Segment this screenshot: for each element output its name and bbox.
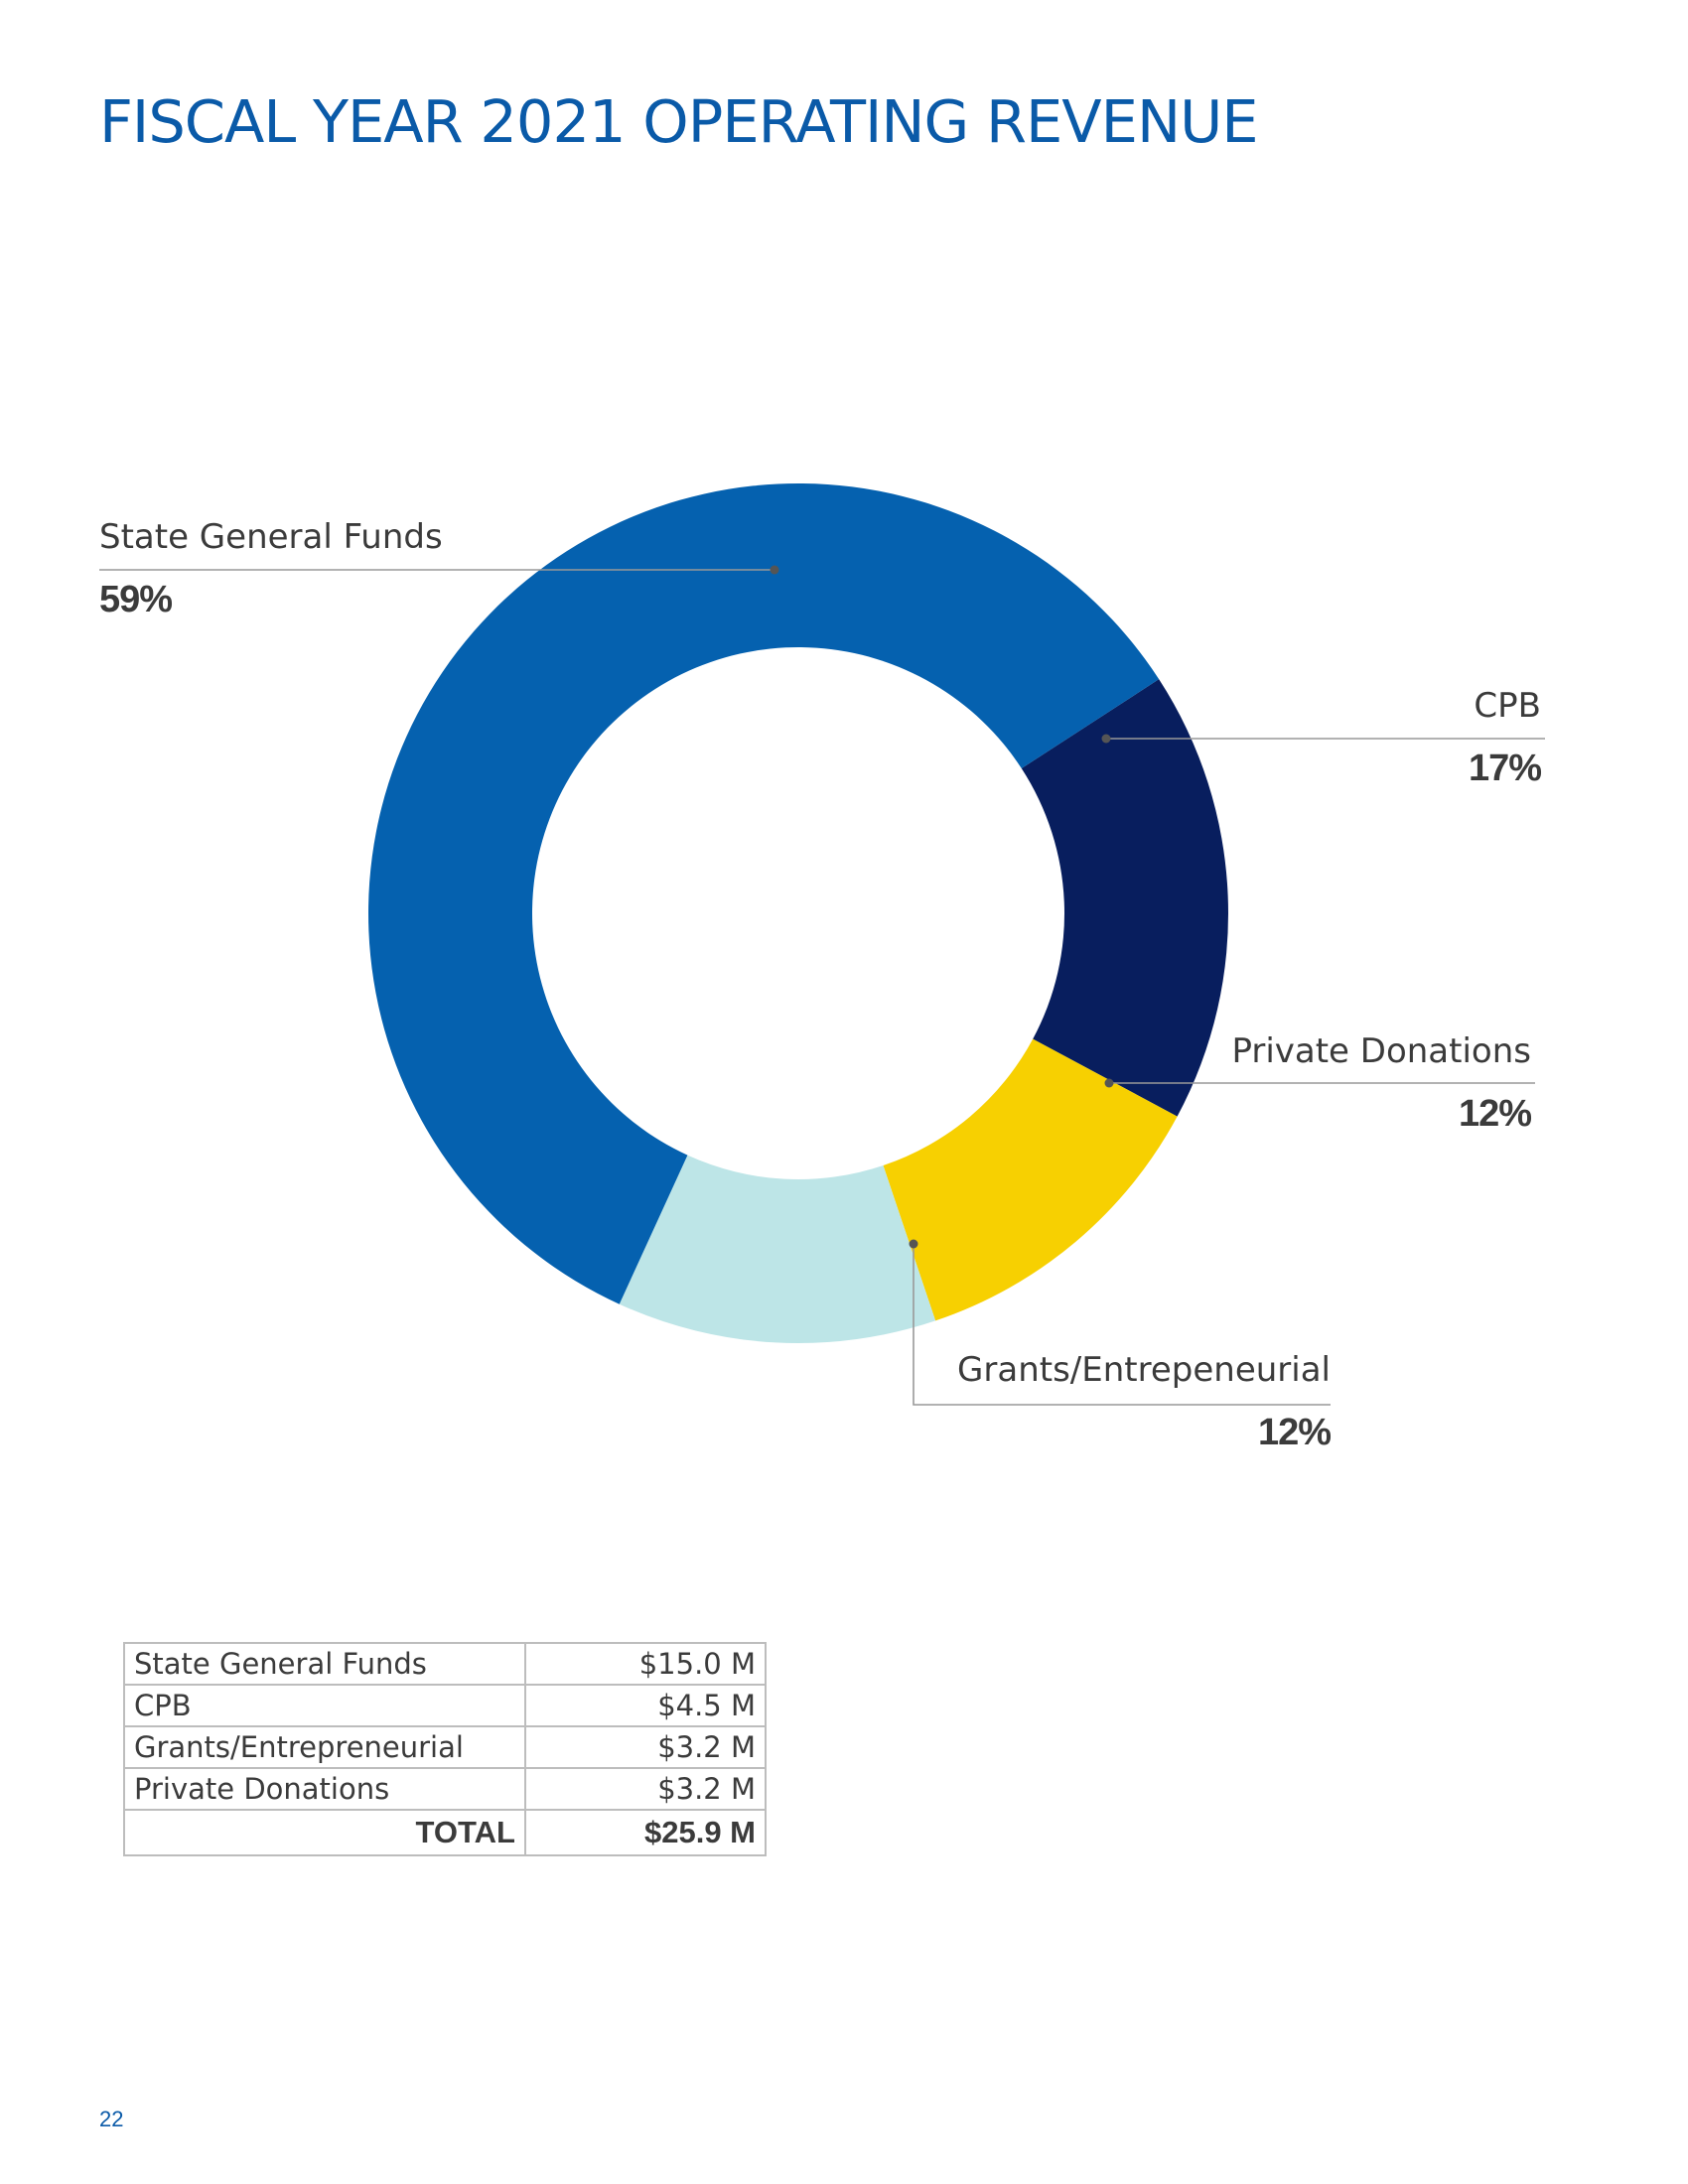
row-label: State General Funds: [123, 1642, 526, 1686]
revenue-donut-chart: State General Funds 59% CPB 17% Private Dona…: [99, 483, 1545, 1453]
label-state-general-funds: State General Funds: [99, 517, 443, 557]
slice-grants-entrepeneurial: [619, 1155, 936, 1343]
label-private-donations: Private Donations: [1231, 1031, 1531, 1071]
row-label: Private Donations: [123, 1767, 526, 1811]
label-grants-entrepeneurial: Grants/Entrepeneurial: [957, 1350, 1331, 1390]
leader-dot-private-donations: [1104, 1078, 1114, 1088]
leader-dot-state-general-funds: [770, 565, 779, 575]
label-cpb: CPB: [1474, 686, 1541, 726]
page-title: FISCAL YEAR 2021 OPERATING REVENUE: [99, 87, 1259, 156]
slice-state-general-funds: [368, 483, 1160, 1304]
leader-line-grants-entrepeneurial: [913, 1244, 1331, 1406]
total-label: TOTAL: [123, 1809, 526, 1856]
table-row: Private Donations $3.2 M: [123, 1767, 767, 1811]
row-amount: $4.5 M: [524, 1684, 767, 1727]
table-row: Grants/Entrepreneurial $3.2 M: [123, 1725, 767, 1769]
leader-dot-cpb: [1101, 734, 1111, 744]
row-amount: $15.0 M: [524, 1642, 767, 1686]
table-row: State General Funds $15.0 M: [123, 1642, 767, 1686]
row-label: CPB: [123, 1684, 526, 1727]
pct-private-donations: 12%: [1459, 1093, 1531, 1135]
total-row: TOTAL $25.9 M: [123, 1809, 767, 1856]
leader-dot-grants-entrepeneurial: [909, 1239, 918, 1249]
pct-state-general-funds: 59%: [99, 579, 172, 620]
slice-cpb: [1021, 679, 1228, 1117]
pct-grants-entrepeneurial: 12%: [1258, 1412, 1331, 1453]
page-number: 22: [99, 2107, 124, 2131]
row-label: Grants/Entrepreneurial: [123, 1725, 526, 1769]
revenue-table: State General Funds $15.0 M CPB $4.5 M Grant…: [123, 1642, 767, 1856]
slice-private-donations: [883, 1038, 1178, 1321]
table-row: CPB $4.5 M: [123, 1684, 767, 1727]
total-amount: $25.9 M: [524, 1809, 767, 1856]
row-amount: $3.2 M: [524, 1767, 767, 1811]
pct-cpb: 17%: [1469, 748, 1541, 789]
row-amount: $3.2 M: [524, 1725, 767, 1769]
